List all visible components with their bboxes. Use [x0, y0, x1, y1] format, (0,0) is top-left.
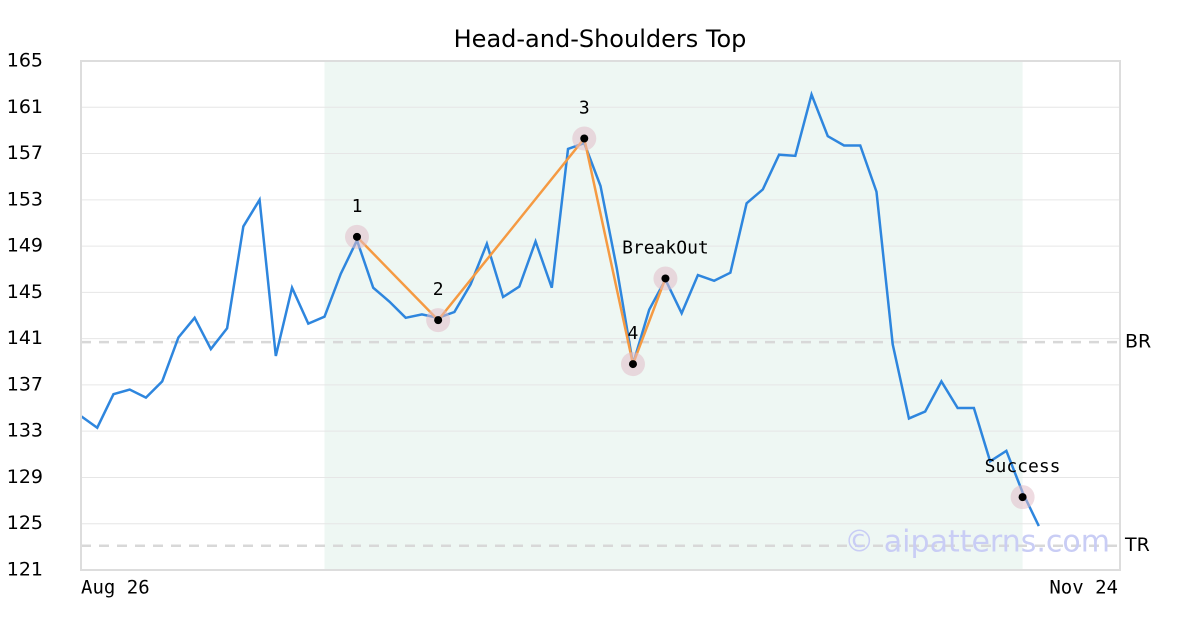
point-dot — [1018, 493, 1027, 502]
y-tick-label: 165 — [7, 50, 43, 72]
watermark: © aipatterns.com — [844, 525, 1110, 560]
x-tick-label: Nov 24 — [1049, 577, 1118, 599]
point-dot — [628, 360, 637, 369]
y-tick-label: 125 — [7, 512, 43, 534]
point-label: 4 — [628, 323, 639, 344]
point-dot — [580, 134, 589, 143]
plot-border — [80, 60, 1121, 571]
y-tick-label: 121 — [7, 559, 43, 581]
point-label: Success — [985, 456, 1061, 477]
y-tick-label: 141 — [7, 327, 43, 349]
level-label: TR — [1124, 534, 1150, 556]
y-tick-label: 129 — [7, 466, 43, 488]
level-label: BR — [1125, 331, 1151, 353]
price-line — [80, 90, 1040, 527]
chart-title: Head-and-Shoulders Top — [454, 25, 747, 53]
point-label: BreakOut — [622, 237, 709, 258]
y-tick-label: 133 — [7, 420, 43, 442]
y-tick-label: 149 — [7, 235, 43, 257]
point-dot — [661, 274, 670, 283]
x-tick-label: Aug 26 — [81, 577, 150, 599]
y-tick-label: 157 — [7, 142, 43, 164]
y-tick-label: 161 — [7, 96, 43, 118]
point-dot — [434, 316, 443, 325]
y-tick-label: 153 — [7, 188, 43, 210]
y-tick-label: 137 — [7, 373, 43, 395]
point-label: 1 — [352, 196, 363, 217]
point-label: 2 — [433, 279, 444, 300]
point-label: 3 — [579, 98, 590, 119]
y-tick-label: 145 — [7, 281, 43, 303]
point-dot — [352, 232, 361, 241]
